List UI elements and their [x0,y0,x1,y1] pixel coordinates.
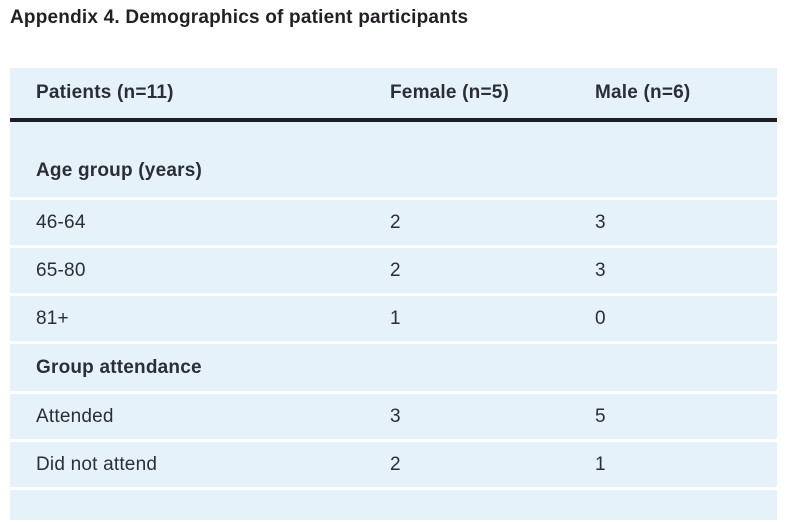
section-label: Age group (years) [36,160,202,181]
male-value: 1 [595,453,606,475]
female-value: 3 [390,405,401,427]
demographics-table: Patients (n=11) Female (n=5) Male (n=6) … [10,68,777,520]
column-header-patients: Patients (n=11) [36,82,174,103]
row-label: Attended [36,405,114,427]
row-label: Did not attend [36,453,158,475]
section-row-group-attendance: Group attendance [10,344,777,391]
section-cell-empty [390,182,595,197]
row-label: 46-64 [36,211,86,233]
table-header-row: Patients (n=11) Female (n=5) Male (n=6) [10,68,777,118]
page-title: Appendix 4. Demographics of patient part… [10,7,469,28]
section-cell-empty [595,182,777,197]
male-value: 3 [595,211,606,233]
female-value: 2 [390,211,401,233]
header-divider-rule [10,118,777,122]
female-value: 2 [390,453,401,475]
table-row-81-plus: 81+ 1 0 [10,296,777,341]
male-value: 5 [595,405,606,427]
female-value: 2 [390,259,401,281]
male-value: 0 [595,307,606,329]
column-header-female: Female (n=5) [390,82,510,103]
male-value: 3 [595,259,606,281]
section-row-age-group: Age group (years) [10,122,777,197]
row-label: 81+ [36,307,69,329]
table-row-46-64: 46-64 2 3 [10,200,777,245]
table-row-attended: Attended 3 5 [10,394,777,439]
table-footer-band [10,490,777,520]
female-value: 1 [390,307,401,329]
row-label: 65-80 [36,259,86,281]
section-label: Group attendance [36,356,202,378]
column-header-male: Male (n=6) [595,82,691,103]
table-row-did-not-attend: Did not attend 2 1 [10,442,777,487]
table-row-65-80: 65-80 2 3 [10,248,777,293]
